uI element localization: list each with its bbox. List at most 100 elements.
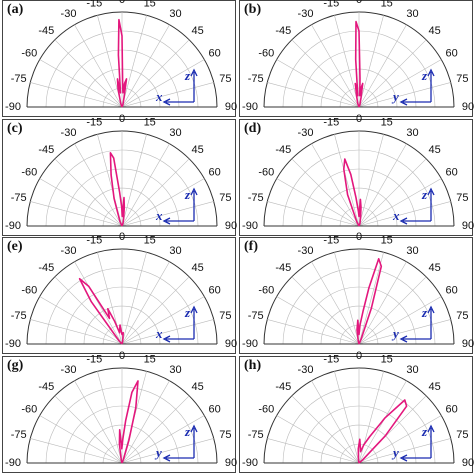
grid-spoke <box>334 15 360 108</box>
panel-frame <box>239 237 473 354</box>
panel: -90 -75 -60-45 -30 -15 0 15 30 45 60 75 90 (b) z y <box>239 0 474 117</box>
grid-spoke <box>267 201 360 227</box>
theta-tick-label: 75 <box>219 310 231 322</box>
panel: -90 -75 -60-45 -30 -15 0 15 30 45 60 75 90 (a) z x <box>2 0 237 117</box>
theta-tick-label: 30 <box>169 8 181 20</box>
grid-spoke <box>121 438 214 464</box>
theta-tick-label: 30 <box>406 127 418 139</box>
theta-tick-label: 90 <box>462 101 474 113</box>
grid-spoke <box>311 380 360 464</box>
inset-arrow <box>162 454 171 462</box>
panel: -90 -75 -60-45 -30 -15 0 15 30 45 60 75 90 (e) z x <box>2 231 237 354</box>
theta-tick-label: 75 <box>219 73 231 85</box>
theta-tick-label: -90 <box>242 338 258 350</box>
theta-tick-label: -15 <box>323 117 339 129</box>
theta-tick-label: -60 <box>258 47 274 59</box>
theta-tick-label: 75 <box>456 310 468 322</box>
grid-spoke <box>121 59 205 108</box>
grid-spoke <box>358 158 427 227</box>
grid-spoke <box>30 319 123 345</box>
panel-frame <box>2 0 236 117</box>
panel: -90 -75 -60-45 -30 -15 0 15 30 45 60 75 90 (d) z x <box>239 113 474 236</box>
grid-spoke <box>121 15 147 108</box>
theta-tick-label: -30 <box>298 364 314 376</box>
theta-tick-label: 15 <box>144 354 156 366</box>
inset-arrow <box>427 305 435 314</box>
grid-spoke <box>267 82 360 108</box>
grid-spoke <box>311 143 360 227</box>
theta-tick-label: 75 <box>456 429 468 441</box>
radiation-pattern <box>357 399 408 464</box>
grid-spoke <box>276 296 360 345</box>
theta-tick-label: -45 <box>38 262 54 274</box>
grid-spoke <box>358 276 427 345</box>
grid-spoke <box>358 134 384 227</box>
panel-label: (f) <box>244 239 258 254</box>
grid-spoke <box>358 371 384 464</box>
grid-spoke <box>291 395 360 464</box>
inset-axis-label: y <box>154 445 162 460</box>
inset-axis-label: z <box>421 305 428 320</box>
panel-frame <box>2 356 236 473</box>
theta-tick-label: -45 <box>275 381 291 393</box>
theta-tick-label: 0 <box>356 0 362 6</box>
inset-arrow <box>190 68 198 77</box>
inset-arrow <box>190 305 198 314</box>
theta-tick-label: -45 <box>38 25 54 37</box>
grid-spoke <box>358 201 451 227</box>
theta-tick-label: 30 <box>169 127 181 139</box>
theta-tick-label: -75 <box>11 192 27 204</box>
theta-tick-label: -60 <box>258 284 274 296</box>
theta-tick-label: -90 <box>242 457 258 469</box>
theta-tick-label: 45 <box>192 262 204 274</box>
theta-tick-label: -45 <box>275 144 291 156</box>
theta-tick-label: 90 <box>462 457 474 469</box>
theta-tick-label: -75 <box>11 73 27 85</box>
theta-tick-label: -75 <box>11 310 27 322</box>
panel-label: (h) <box>244 358 261 373</box>
grid-spoke <box>74 24 123 108</box>
theta-tick-label: -15 <box>323 0 339 10</box>
theta-tick-label: 15 <box>381 117 393 129</box>
theta-tick-label: -30 <box>298 8 314 20</box>
grid-spoke <box>358 415 442 464</box>
grid-spoke <box>121 134 147 227</box>
grid-spoke <box>30 201 123 227</box>
grid-spoke <box>121 252 147 345</box>
grid-spoke <box>54 39 123 108</box>
grid-spoke <box>121 201 214 227</box>
radiation-pattern <box>356 258 383 345</box>
theta-tick-label: -30 <box>298 127 314 139</box>
panel-label: (c) <box>7 121 23 136</box>
theta-tick-label: -30 <box>61 8 77 20</box>
grid-spoke <box>74 143 123 227</box>
theta-tick-label: -60 <box>21 47 37 59</box>
theta-tick-label: 15 <box>144 0 156 10</box>
grid-spoke <box>291 158 360 227</box>
theta-tick-label: -15 <box>323 354 339 366</box>
theta-tick-label: -30 <box>61 364 77 376</box>
panel-label: (a) <box>7 2 24 17</box>
inset-arrow <box>162 335 171 343</box>
panel-label: (b) <box>244 2 261 17</box>
grid-spoke <box>121 82 214 108</box>
inset-axis-label: y <box>391 89 399 104</box>
inset-arrow <box>427 68 435 77</box>
theta-tick-label: 75 <box>456 73 468 85</box>
theta-tick-label: -75 <box>248 429 264 441</box>
grid-spoke <box>358 39 427 108</box>
theta-tick-label: 45 <box>429 25 441 37</box>
panel: -90 -75 -60-45 -30 -15 0 15 30 45 60 75 90 (c) z x <box>2 113 237 236</box>
theta-tick-label: -60 <box>21 166 37 178</box>
grid-spoke <box>121 276 190 345</box>
grid-spoke <box>276 415 360 464</box>
radiation-pattern <box>116 18 128 108</box>
theta-tick-label: 60 <box>446 403 458 415</box>
grid-spoke <box>358 296 442 345</box>
inset-axis-label: z <box>421 68 428 83</box>
theta-tick-label: 45 <box>429 144 441 156</box>
radiation-pattern <box>78 277 124 345</box>
theta-tick-label: 75 <box>219 192 231 204</box>
grid-spoke <box>358 59 442 108</box>
